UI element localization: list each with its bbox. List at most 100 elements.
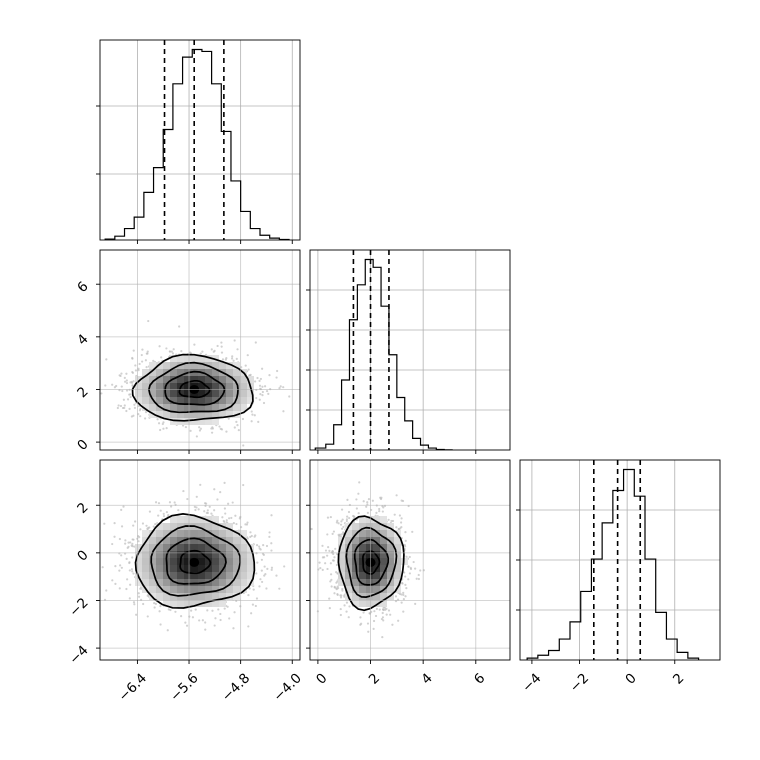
scatter-point xyxy=(113,386,117,389)
density-cell xyxy=(212,593,219,600)
density-cell xyxy=(373,586,380,593)
density-cell xyxy=(177,397,184,404)
histogram-panel-0 xyxy=(96,39,301,244)
scatter-point xyxy=(186,497,189,501)
scatter-point xyxy=(270,566,274,569)
density-cell xyxy=(163,397,170,404)
scatter-point xyxy=(301,611,303,613)
density-cell xyxy=(366,579,373,586)
scatter-point xyxy=(120,372,123,375)
scatter-point xyxy=(227,417,230,420)
scatter-point xyxy=(381,510,384,513)
scatter-point xyxy=(260,569,263,572)
scatter-point xyxy=(387,518,390,521)
density-cell xyxy=(142,383,149,390)
density-cell xyxy=(352,544,359,551)
scatter-point xyxy=(268,374,271,377)
density-cell xyxy=(184,516,191,523)
scatter-point xyxy=(397,528,401,531)
density-cell xyxy=(205,376,212,383)
scatter-point xyxy=(329,562,332,565)
scatter-point xyxy=(174,610,177,613)
scatter-point xyxy=(113,535,116,538)
density-cell xyxy=(177,523,184,530)
scatter-point xyxy=(194,508,197,512)
density-cell xyxy=(170,411,177,418)
scatter-point xyxy=(101,566,104,569)
density-cell xyxy=(233,558,240,565)
x-tick-label: 0 xyxy=(622,670,639,687)
scatter-point xyxy=(262,544,265,547)
scatter-point xyxy=(258,384,262,387)
scatter-point xyxy=(278,387,281,390)
density-cell xyxy=(359,544,366,551)
scatter-point xyxy=(219,612,222,616)
density-cell xyxy=(177,404,184,411)
density-cell xyxy=(366,544,373,551)
scatter-point xyxy=(132,538,135,541)
scatter-point xyxy=(180,615,183,618)
scatter-point xyxy=(165,427,168,430)
density-cell xyxy=(394,558,401,565)
density-cell xyxy=(156,530,163,537)
scatter-point xyxy=(393,513,396,516)
scatter-point xyxy=(365,505,368,508)
density-cell xyxy=(184,418,191,425)
density-cell xyxy=(359,551,366,558)
scatter-point xyxy=(132,349,135,352)
density-cell xyxy=(177,369,184,376)
density-cell xyxy=(205,383,212,390)
density-cell xyxy=(387,523,394,530)
scatter-point xyxy=(244,364,247,367)
scatter-point xyxy=(250,612,253,615)
scatter-point xyxy=(219,491,222,494)
density-cell xyxy=(345,537,352,544)
scatter-point xyxy=(131,570,134,573)
scatter-point xyxy=(355,498,358,501)
scatter-point xyxy=(373,610,376,613)
scatter-point xyxy=(405,555,408,558)
scatter-point xyxy=(254,604,257,608)
density-cell xyxy=(373,558,380,565)
density-cell xyxy=(240,579,247,586)
density-cell xyxy=(191,551,198,558)
scatter-point xyxy=(343,604,346,607)
scatter-point xyxy=(128,561,131,564)
density-cell xyxy=(226,376,233,383)
density-cell xyxy=(380,565,387,572)
scatter-point xyxy=(261,580,264,584)
density-cell xyxy=(394,572,401,579)
density-cell xyxy=(205,404,212,411)
scatter-point xyxy=(343,594,346,597)
density-cell xyxy=(338,565,345,572)
density-cell xyxy=(345,586,352,593)
scatter-point xyxy=(248,587,251,590)
scatter-point xyxy=(125,557,128,560)
scatter-point xyxy=(346,498,349,501)
density-cell xyxy=(156,544,163,551)
scatter-point xyxy=(412,560,415,564)
scatter-point xyxy=(185,624,189,627)
scatter-point xyxy=(139,528,142,531)
scatter-point xyxy=(246,354,249,357)
density-cell xyxy=(212,411,219,418)
density-cell xyxy=(205,516,212,523)
scatter-point xyxy=(333,592,336,595)
density-cell xyxy=(198,390,205,397)
scatter-point xyxy=(408,572,411,575)
density-cell xyxy=(233,537,240,544)
density-cell xyxy=(226,558,233,565)
scatter-point xyxy=(419,569,422,572)
scatter-point xyxy=(153,602,156,605)
scatter-point xyxy=(173,501,176,504)
density-cell xyxy=(226,523,233,530)
density-cell xyxy=(149,383,156,390)
scatter-point xyxy=(275,376,278,379)
density-cell xyxy=(170,593,177,600)
scatter-point xyxy=(414,602,417,606)
density-cell xyxy=(198,404,205,411)
scatter-point xyxy=(339,607,342,611)
scatter-point xyxy=(404,583,407,587)
density-cell xyxy=(184,362,191,369)
density-cell xyxy=(205,397,212,404)
